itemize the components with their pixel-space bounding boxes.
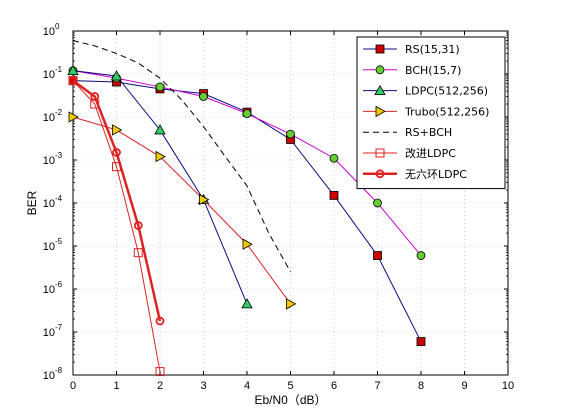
series-point-marker: [67, 64, 79, 75]
series-point-marker: [199, 92, 208, 101]
series-3: [68, 111, 297, 310]
y-tick-label: 10: [43, 241, 55, 253]
y-tick-base: 10: [43, 284, 55, 296]
series-point-marker: [329, 153, 339, 163]
legend-item: 无六环LDPC: [363, 168, 467, 181]
legend-label: RS(15,31): [405, 43, 460, 56]
x-tick-label: 0: [70, 380, 76, 392]
series-point-marker: [68, 111, 79, 123]
legend-label: 无六环LDPC: [405, 168, 467, 181]
series-point-marker: [199, 193, 210, 206]
y-tick-base: 10: [43, 198, 55, 210]
legend-label: Trubo(512,256): [404, 105, 489, 118]
y-tick-base: 10: [43, 327, 55, 339]
legend-item: RS(15,31): [363, 43, 460, 56]
y-tick-exponent: -4: [55, 194, 63, 203]
series-point-marker: [90, 92, 100, 101]
series-point-marker: [242, 109, 252, 118]
series-point-marker: [68, 76, 78, 86]
y-tick-label: 10: [43, 112, 55, 124]
series-point-marker: [155, 367, 165, 377]
x-tick-label: 6: [331, 380, 337, 392]
y-tick-label: 10: [43, 327, 55, 339]
y-tick-exponent: -1: [55, 65, 63, 74]
series-point-marker: [416, 337, 426, 346]
x-tick-label: 2: [157, 380, 163, 392]
y-tick-label: 10: [43, 370, 55, 382]
y-axis-label: BER: [25, 190, 39, 215]
series-line: [72, 116, 291, 305]
y-tick-exponent: -7: [55, 323, 63, 332]
series-point-marker: [286, 298, 297, 310]
series-point-marker: [286, 129, 295, 139]
y-tick-label: 10: [43, 198, 55, 210]
legend-marker: [375, 148, 385, 158]
legend-marker: [375, 169, 385, 179]
y-tick-exponent: -8: [55, 366, 63, 375]
legend-marker: [375, 44, 385, 54]
x-tick-label: 5: [287, 380, 293, 392]
series-point-marker: [241, 298, 253, 309]
y-tick-base: 10: [43, 112, 55, 124]
y-tick-label: 10: [43, 284, 55, 296]
x-axis-label: Eb/N0（dB）: [254, 393, 326, 407]
x-tick-label: 4: [244, 380, 250, 392]
legend-marker: [375, 65, 385, 75]
series-point-marker: [373, 198, 382, 208]
y-tick-exponent: -5: [55, 237, 63, 246]
y-tick-exponent: -2: [55, 108, 63, 117]
series-4: [72, 40, 291, 273]
y-tick-exponent: 0: [55, 22, 60, 31]
legend-item: 改进LDPC: [363, 146, 456, 160]
legend-marker: [375, 105, 386, 118]
y-tick-label: 10: [43, 155, 55, 167]
x-tick-label: 10: [502, 380, 514, 392]
legend-label: BCH(15,7): [405, 64, 461, 77]
y-tick-base: 10: [43, 69, 55, 81]
x-tick-label: 1: [113, 380, 119, 392]
legend-item: RS+BCH: [363, 126, 452, 139]
legend-label: RS+BCH: [405, 126, 452, 139]
legend-marker: [374, 84, 386, 95]
series-point-marker: [154, 124, 166, 135]
y-tick-base: 10: [43, 370, 55, 382]
series-6: [68, 76, 165, 326]
series-line: [72, 80, 161, 372]
series-point-marker: [373, 251, 382, 260]
y-tick-label: 10: [43, 26, 55, 38]
series-point-marker: [416, 251, 426, 260]
series-point-marker: [110, 70, 123, 81]
y-tick-base: 10: [43, 241, 55, 253]
series-point-marker: [112, 124, 123, 136]
series-point-marker: [242, 238, 253, 250]
series-point-marker: [329, 191, 339, 200]
y-tick-base: 10: [43, 155, 55, 167]
series-point-marker: [155, 82, 165, 92]
x-tick-label: 8: [418, 380, 424, 392]
y-tick-base: 10: [43, 26, 55, 38]
legend-label: LDPC(512,256): [405, 85, 488, 98]
legend-item: LDPC(512,256): [363, 85, 488, 98]
series-line: [72, 79, 162, 322]
series-point-marker: [133, 248, 143, 258]
series-point-marker: [155, 150, 166, 163]
x-tick-label: 9: [461, 380, 467, 392]
y-tick-exponent: -6: [55, 280, 63, 289]
series-point-marker: [112, 148, 121, 157]
x-tick-label: 3: [200, 380, 206, 392]
legend: RS(15,31) BCH(15,7) LDPC(512,256) Trubo(512…: [356, 36, 506, 190]
legend-item: Trubo(512,256): [363, 105, 489, 118]
legend-label: 改进LDPC: [405, 146, 456, 160]
series-layer: [67, 40, 426, 377]
y-tick-label: 10: [43, 69, 55, 81]
series-line: [72, 40, 291, 273]
y-tick-exponent: -3: [55, 151, 63, 160]
x-tick-label: 7: [374, 380, 380, 392]
legend-item: BCH(15,7): [363, 64, 461, 77]
series-point-marker: [133, 221, 143, 230]
series-point-marker: [155, 316, 165, 326]
